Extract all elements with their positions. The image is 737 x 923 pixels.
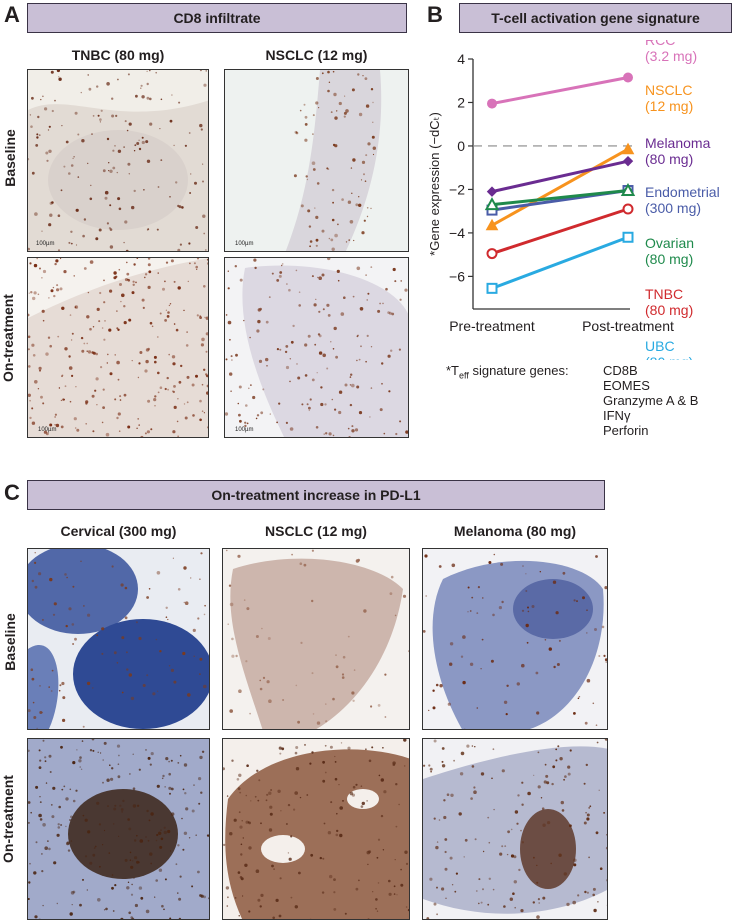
pdl1-cervical-baseline-image [27, 548, 210, 730]
series-dose-ovarian: (80 mg) [645, 251, 693, 267]
x-category-label: Post-treatment [582, 318, 674, 334]
panel-b-title: T-cell activation gene signature [491, 10, 700, 26]
panel-c-col-nsclc: NSCLC (12 mg) [265, 523, 367, 539]
panel-a-row-on-treatment: On-treatment [0, 294, 16, 382]
panel-a-title-banner: CD8 infiltrate [27, 3, 407, 33]
data-point [486, 186, 498, 197]
y-tick-label: 4 [457, 51, 465, 67]
series-line-tnbc [491, 207, 629, 255]
data-point [484, 197, 500, 211]
data-point [622, 155, 634, 167]
series-dose-melanoma: (80 mg) [645, 151, 693, 167]
teff-gene-list: CD8B EOMES Granzyme A & B IFNγ Perforin [603, 363, 698, 438]
cd8-nsclc-on-treatment-image: 100µm [224, 257, 409, 438]
series-dose-tnbc: (80 mg) [645, 302, 693, 318]
data-point [487, 98, 497, 109]
panel-c-title-banner: On-treatment increase in PD-L1 [27, 480, 605, 510]
teff-footnote: *Teff signature genes: [446, 363, 569, 384]
scale-bar-label: 100µm [38, 427, 57, 433]
gene-cd8b: CD8B [603, 363, 638, 378]
pdl1-melanoma-on-treatment-image [422, 738, 608, 920]
panel-a-title: CD8 infiltrate [173, 10, 261, 26]
pdl1-melanoma-baseline-texture [423, 549, 607, 729]
series-dose-rcc: (3.2 mg) [645, 48, 697, 64]
series-label-nsclc: NSCLC [645, 82, 692, 98]
panel-a-letter: A [4, 2, 20, 27]
series-line-nsclc [491, 147, 629, 227]
panel-b-letter: B [427, 2, 443, 27]
series-label-ovarian: Ovarian [645, 235, 694, 251]
y-axis-label: *Gene expression (−dCₜ) [427, 112, 442, 256]
panel-a-col-tnbc: TNBC (80 mg) [71, 47, 165, 63]
pdl1-melanoma-baseline-image [422, 548, 608, 730]
cd8-nsclc-baseline-texture [225, 70, 408, 251]
data-point [622, 203, 634, 215]
panel-c-row-on-treatment: On-treatment [0, 775, 16, 863]
y-tick-label: 0 [457, 138, 465, 154]
scale-bar-label: 100µm [235, 241, 254, 247]
data-point [622, 231, 634, 243]
data-point [486, 282, 498, 294]
series-dose-ubc: (80 mg) [645, 354, 693, 360]
cd8-nsclc-baseline-image: 100µm [224, 69, 409, 252]
gene-signature-line-chart: 4 2 0 −2 −4 −6 *Gene expression (−dCₜ) Pre-trea… [427, 40, 720, 360]
panel-c-letter: C [4, 480, 20, 505]
data-point [485, 218, 499, 231]
panel-c-row-baseline: Baseline [2, 613, 18, 671]
cd8-tnbc-on-treatment-texture [28, 258, 208, 437]
pdl1-nsclc-baseline-image [222, 548, 410, 730]
y-tick-label: −6 [449, 268, 465, 284]
data-point [620, 182, 636, 197]
y-tick-label: −4 [449, 225, 465, 241]
teff-footnote-tail: signature genes: [468, 363, 569, 378]
gene-granzyme: Granzyme A & B [603, 393, 699, 408]
gene-ifng: IFNγ [603, 408, 631, 423]
panel-c-col-melanoma: Melanoma (80 mg) [453, 523, 577, 539]
scale-bar-label: 100µm [235, 427, 254, 433]
pdl1-nsclc-baseline-texture [223, 549, 409, 729]
series-line-ubc [491, 235, 629, 290]
pdl1-cervical-on-treatment-image [27, 738, 210, 920]
teff-footnote-sub: eff [459, 370, 469, 381]
data-point [621, 142, 635, 155]
scale-bar-label: 100µm [36, 241, 55, 247]
gene-perforin: Perforin [603, 423, 649, 438]
panel-c-title: On-treatment increase in PD-L1 [211, 487, 421, 503]
cd8-tnbc-baseline-texture [28, 70, 208, 251]
pdl1-nsclc-on-treatment-texture [223, 739, 409, 919]
x-category-label: Pre-treatment [449, 318, 535, 334]
cd8-tnbc-baseline-image: 100µm [27, 69, 209, 252]
series-label-endometrial: Endometrial [645, 184, 720, 200]
cd8-nsclc-on-treatment-texture [225, 258, 408, 437]
pdl1-cervical-baseline-texture [28, 549, 209, 729]
series-dose-nsclc: (12 mg) [645, 98, 693, 114]
series-label-ubc: UBC [645, 338, 675, 354]
y-tick-label: −2 [449, 181, 465, 197]
data-point [623, 72, 633, 83]
pdl1-melanoma-on-treatment-texture [423, 739, 607, 919]
teff-footnote-lead: *T [446, 363, 459, 378]
panel-a-row-baseline: Baseline [2, 129, 18, 187]
series-line-melanoma [491, 159, 629, 194]
pdl1-cervical-on-treatment-texture [28, 739, 209, 919]
series-label-rcc: RCC [645, 40, 675, 48]
pdl1-nsclc-on-treatment-image [222, 738, 410, 920]
data-point [486, 248, 498, 260]
panel-c-col-cervical: Cervical (300 mg) [60, 523, 177, 539]
panel-b-title-banner: T-cell activation gene signature [459, 3, 732, 33]
series-line-ovarian [491, 189, 629, 207]
series-line-rcc [491, 76, 629, 106]
y-tick-label: 2 [457, 94, 465, 110]
series-label-tnbc: TNBC [645, 286, 683, 302]
series-dose-endometrial: (300 mg) [645, 200, 701, 216]
gene-eomes: EOMES [603, 378, 650, 393]
series-label-melanoma: Melanoma [645, 135, 711, 151]
cd8-tnbc-on-treatment-image: 100µm [27, 257, 209, 438]
panel-a-col-nsclc: NSCLC (12 mg) [265, 47, 368, 63]
